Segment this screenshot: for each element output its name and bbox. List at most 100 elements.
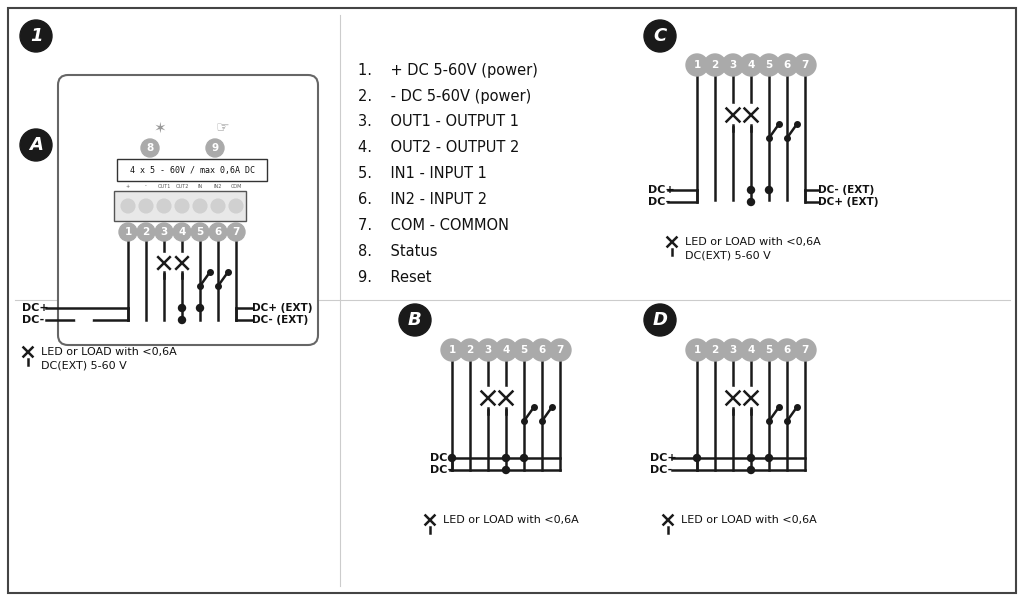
- Text: LED or LOAD with <0,6A: LED or LOAD with <0,6A: [681, 515, 817, 525]
- Circle shape: [496, 388, 516, 408]
- Text: 2: 2: [142, 227, 150, 237]
- Text: B: B: [409, 311, 422, 329]
- Text: 4: 4: [178, 227, 185, 237]
- Text: 7.    COM - COMMON: 7. COM - COMMON: [358, 219, 509, 234]
- Text: DC+ (EXT): DC+ (EXT): [252, 303, 312, 313]
- Text: 8: 8: [146, 143, 154, 153]
- Circle shape: [459, 339, 481, 361]
- Circle shape: [175, 199, 189, 213]
- Circle shape: [722, 339, 744, 361]
- Text: +: +: [126, 183, 130, 189]
- Text: 4: 4: [503, 345, 510, 355]
- Circle shape: [722, 54, 744, 76]
- Text: 7: 7: [802, 60, 809, 70]
- Circle shape: [178, 317, 185, 323]
- Text: IN2: IN2: [214, 183, 222, 189]
- Text: 5: 5: [197, 227, 204, 237]
- Circle shape: [776, 54, 798, 76]
- Circle shape: [776, 339, 798, 361]
- Circle shape: [741, 388, 761, 408]
- Circle shape: [157, 199, 171, 213]
- Circle shape: [503, 466, 510, 474]
- Text: DC(EXT) 5-60 V: DC(EXT) 5-60 V: [685, 251, 771, 261]
- Circle shape: [686, 54, 708, 76]
- Text: A: A: [29, 136, 43, 154]
- Circle shape: [705, 54, 726, 76]
- Text: LED or LOAD with <0,6A: LED or LOAD with <0,6A: [41, 347, 177, 357]
- FancyBboxPatch shape: [8, 8, 1016, 593]
- Text: 4 x 5 - 60V / max 0,6A DC: 4 x 5 - 60V / max 0,6A DC: [129, 165, 255, 174]
- Text: DC+: DC+: [650, 453, 677, 463]
- Circle shape: [693, 454, 700, 462]
- Circle shape: [513, 339, 535, 361]
- Circle shape: [76, 92, 92, 108]
- Text: 3.    OUT1 - OUTPUT 1: 3. OUT1 - OUTPUT 1: [358, 115, 519, 129]
- Text: 4: 4: [748, 345, 755, 355]
- Circle shape: [76, 312, 92, 328]
- Circle shape: [173, 223, 191, 241]
- Text: DC+ (EXT): DC+ (EXT): [818, 197, 879, 207]
- Circle shape: [723, 388, 743, 408]
- Circle shape: [748, 198, 755, 206]
- Text: 6: 6: [539, 345, 546, 355]
- Text: 5.    IN1 - INPUT 1: 5. IN1 - INPUT 1: [358, 166, 486, 182]
- Text: 9: 9: [211, 143, 218, 153]
- Text: 6: 6: [214, 227, 221, 237]
- Text: DC-: DC-: [22, 315, 44, 325]
- Text: LED or LOAD with <0,6A: LED or LOAD with <0,6A: [443, 515, 579, 525]
- Circle shape: [741, 105, 761, 125]
- Text: DC-: DC-: [430, 465, 453, 475]
- Text: DC+: DC+: [648, 185, 675, 195]
- Circle shape: [644, 304, 676, 336]
- Text: 3: 3: [484, 345, 492, 355]
- Text: 6: 6: [783, 60, 791, 70]
- Text: 1: 1: [693, 60, 700, 70]
- Text: COM: COM: [230, 183, 242, 189]
- Circle shape: [206, 139, 224, 157]
- Circle shape: [477, 339, 499, 361]
- Circle shape: [549, 339, 571, 361]
- Text: DC-: DC-: [650, 465, 672, 475]
- Text: 6: 6: [783, 345, 791, 355]
- Text: 9.    Reset: 9. Reset: [358, 270, 431, 285]
- Text: DC+: DC+: [22, 303, 48, 313]
- Circle shape: [286, 312, 302, 328]
- Circle shape: [20, 20, 52, 52]
- Text: C: C: [653, 27, 667, 45]
- Circle shape: [758, 339, 780, 361]
- Circle shape: [139, 199, 153, 213]
- Circle shape: [723, 105, 743, 125]
- Text: OUT2: OUT2: [175, 183, 188, 189]
- Text: 1.    + DC 5-60V (power): 1. + DC 5-60V (power): [358, 63, 538, 78]
- Circle shape: [748, 454, 755, 462]
- Circle shape: [740, 54, 762, 76]
- Circle shape: [441, 339, 463, 361]
- Circle shape: [155, 223, 173, 241]
- Circle shape: [121, 199, 135, 213]
- Circle shape: [141, 139, 159, 157]
- Circle shape: [665, 235, 679, 249]
- FancyBboxPatch shape: [117, 159, 267, 181]
- Circle shape: [191, 223, 209, 241]
- Circle shape: [766, 186, 772, 194]
- Circle shape: [197, 305, 204, 311]
- Circle shape: [193, 199, 207, 213]
- FancyBboxPatch shape: [114, 191, 246, 221]
- Circle shape: [209, 223, 227, 241]
- Text: 2: 2: [712, 60, 719, 70]
- Circle shape: [478, 388, 498, 408]
- Text: 7: 7: [556, 345, 563, 355]
- Circle shape: [705, 339, 726, 361]
- Text: OUT1: OUT1: [158, 183, 171, 189]
- Text: 3: 3: [729, 345, 736, 355]
- Text: 3: 3: [729, 60, 736, 70]
- Text: 7: 7: [802, 345, 809, 355]
- Circle shape: [229, 199, 243, 213]
- Circle shape: [399, 304, 431, 336]
- Circle shape: [740, 339, 762, 361]
- Circle shape: [766, 454, 772, 462]
- Circle shape: [686, 339, 708, 361]
- Text: IN: IN: [198, 183, 203, 189]
- Text: 6.    IN2 - INPUT 2: 6. IN2 - INPUT 2: [358, 192, 487, 207]
- Text: DC-: DC-: [648, 197, 671, 207]
